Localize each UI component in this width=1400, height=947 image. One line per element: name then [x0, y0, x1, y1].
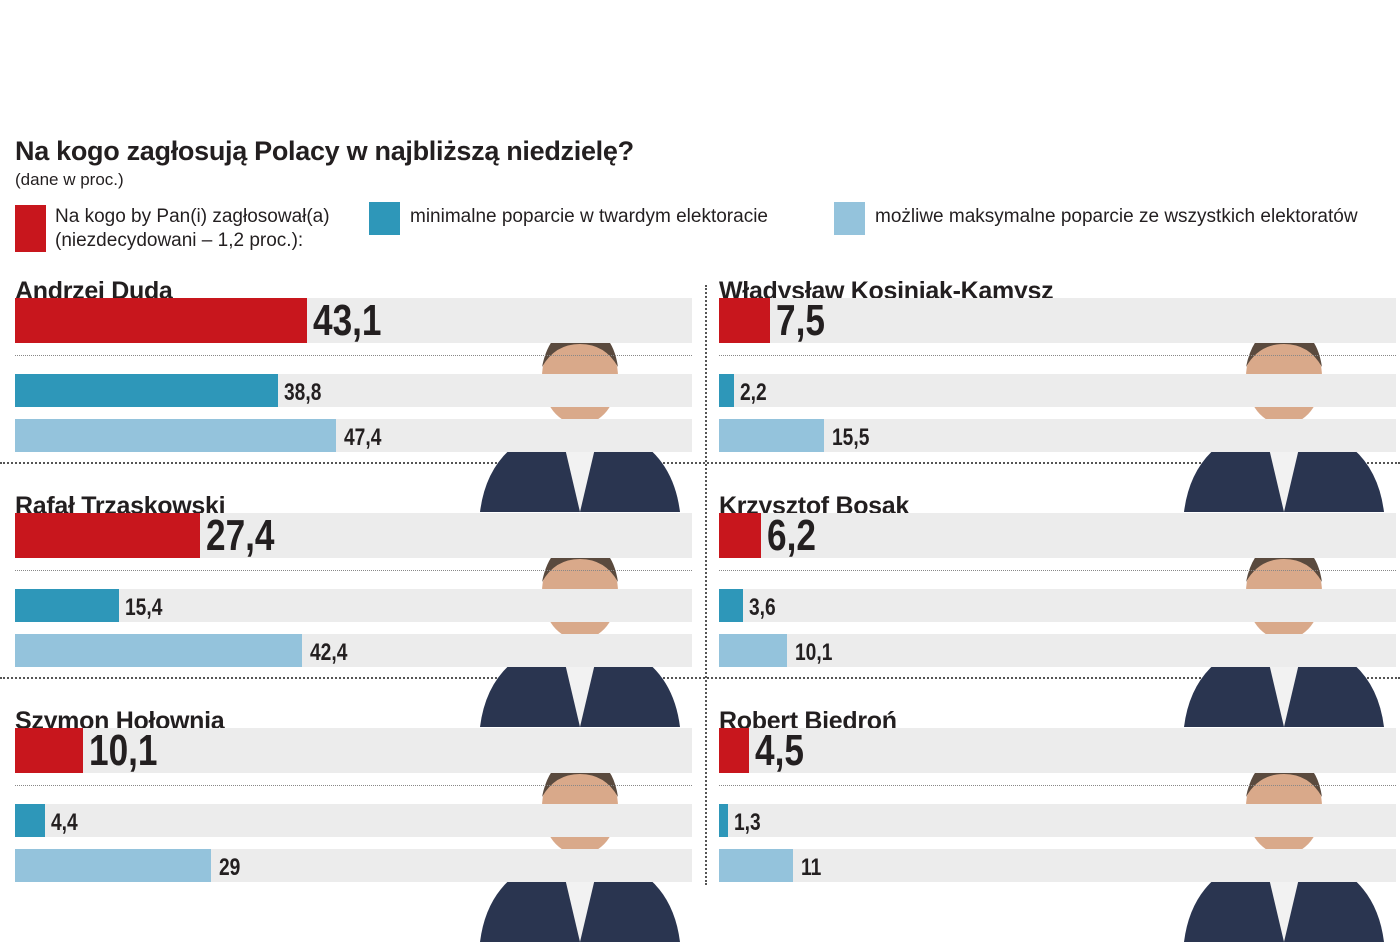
vote-label: 7,5	[775, 296, 825, 345]
min-track: 2,2	[719, 374, 1396, 407]
max-label: 42,4	[310, 639, 348, 666]
row-divider	[0, 677, 1400, 679]
candidate-photo	[1174, 322, 1394, 512]
vote-track: 27,4	[15, 511, 692, 560]
min-bar	[15, 589, 120, 622]
max-track: 29	[15, 849, 692, 882]
vote-track: 10,1	[15, 726, 692, 775]
legend-swatch-min	[369, 202, 400, 235]
max-label: 11	[801, 854, 822, 881]
candidate-panel: Szymon Hołownia 10,1 4,4 29	[15, 707, 692, 942]
max-bar	[15, 634, 303, 667]
candidate-photo	[470, 752, 690, 942]
max-label: 15,5	[831, 424, 870, 451]
min-bar	[15, 804, 45, 837]
separator	[15, 570, 692, 571]
legend-swatch-max	[834, 202, 865, 235]
legend-label-vote: Na kogo by Pan(i) zagłosował(a) (niezdecy…	[55, 206, 330, 251]
max-track: 47,4	[15, 419, 692, 452]
candidate-panel: Andrzej Duda 43,1 38,8 47,4	[15, 277, 692, 512]
separator	[719, 570, 1396, 571]
vote-track: 4,5	[719, 726, 1396, 775]
chart-subtitle: (dane w proc.)	[15, 170, 124, 189]
candidate-photo	[470, 322, 690, 512]
vote-label: 6,2	[766, 511, 816, 560]
max-track: 11	[719, 849, 1396, 882]
vertical-divider	[705, 285, 707, 885]
max-bar	[15, 419, 336, 452]
max-label: 47,4	[343, 424, 382, 451]
min-bar	[15, 374, 278, 407]
max-bar	[15, 849, 212, 882]
min-bar	[719, 804, 728, 837]
separator	[719, 355, 1396, 356]
legend-label-min: minimalne poparcie w twardym elektoracie	[410, 206, 768, 227]
min-track: 3,6	[719, 589, 1396, 622]
candidate-photo	[1174, 752, 1394, 942]
vote-label: 10,1	[89, 726, 158, 775]
min-label: 1,3	[733, 809, 761, 836]
vote-bar	[719, 298, 770, 343]
candidate-panel: Rafał Trzaskowski 27,4 15,4 42,4	[15, 492, 692, 727]
candidate-photo	[470, 537, 690, 727]
vote-label: 43,1	[312, 296, 382, 345]
max-bar	[719, 849, 794, 882]
candidate-photo	[1174, 537, 1394, 727]
min-label: 2,2	[739, 379, 767, 406]
separator	[15, 785, 692, 786]
min-label: 4,4	[50, 809, 78, 836]
max-label: 29	[219, 854, 241, 881]
vote-track: 6,2	[719, 511, 1396, 560]
max-label: 10,1	[795, 639, 833, 666]
min-label: 15,4	[125, 594, 163, 621]
max-track: 42,4	[15, 634, 692, 667]
legend-label-max: możliwe maksymalne poparcie ze wszystkic…	[875, 206, 1358, 227]
min-bar	[719, 589, 744, 622]
max-track: 10,1	[719, 634, 1396, 667]
vote-bar	[719, 728, 750, 773]
min-track: 1,3	[719, 804, 1396, 837]
legend-swatch-vote	[15, 205, 46, 252]
min-track: 38,8	[15, 374, 692, 407]
max-track: 15,5	[719, 419, 1396, 452]
min-label: 38,8	[283, 379, 322, 406]
max-bar	[719, 634, 788, 667]
min-track: 4,4	[15, 804, 692, 837]
min-bar	[719, 374, 734, 407]
vote-track: 7,5	[719, 296, 1396, 345]
vote-label: 4,5	[755, 726, 805, 775]
vote-track: 43,1	[15, 296, 692, 345]
min-label: 3,6	[749, 594, 777, 621]
vote-bar	[719, 513, 761, 558]
separator	[719, 785, 1396, 786]
row-divider	[0, 462, 1400, 464]
candidate-panel: Krzysztof Bosak 6,2 3,6 10,1	[719, 492, 1396, 727]
separator	[15, 355, 692, 356]
vote-bar	[15, 298, 307, 343]
vote-bar	[15, 513, 201, 558]
candidate-panel: Robert Biedroń 4,5 1,3 11	[719, 707, 1396, 942]
vote-label: 27,4	[206, 511, 275, 560]
chart-title: Na kogo zagłosują Polacy w najbliższą ni…	[15, 136, 634, 166]
max-bar	[719, 419, 824, 452]
candidate-panel: Władysław Kosiniak-Kamysz 7,5 2,2 15,5	[719, 277, 1396, 512]
min-track: 15,4	[15, 589, 692, 622]
vote-bar	[15, 728, 84, 773]
